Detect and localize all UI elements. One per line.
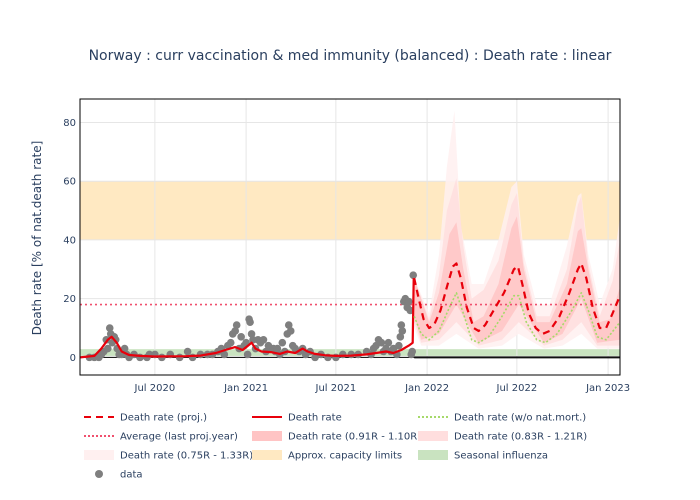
data-point bbox=[404, 297, 413, 306]
y-tick-label: 40 bbox=[63, 235, 76, 246]
death-rate-line bbox=[80, 278, 415, 359]
x-tick-label: Jan 2022 bbox=[404, 383, 449, 394]
legend-item: Seasonal influenza bbox=[418, 450, 548, 462]
y-axis-label: Death rate [% of nat.death rate] bbox=[30, 141, 44, 336]
data-point bbox=[278, 338, 287, 347]
legend-label: Death rate (0.75R - 1.33R) bbox=[120, 451, 253, 462]
data-point bbox=[398, 327, 407, 335]
x-tick-label: Jul 2022 bbox=[496, 383, 538, 394]
plot-clip-group bbox=[80, 99, 620, 375]
legend-item: Death rate (proj.) bbox=[84, 413, 207, 424]
legend-item: Approx. capacity limits bbox=[252, 450, 402, 462]
data-point bbox=[384, 338, 393, 347]
x-tick-label: Jan 2023 bbox=[585, 383, 630, 394]
data-point bbox=[120, 344, 129, 353]
death-rate-proj-line bbox=[413, 262, 620, 335]
x-tick-label: Jul 2020 bbox=[134, 383, 176, 394]
data-point bbox=[243, 350, 252, 359]
data-point bbox=[259, 335, 268, 344]
data-point bbox=[311, 353, 319, 362]
legend-item: Death rate (0.75R - 1.33R) bbox=[84, 450, 253, 462]
data-point bbox=[273, 344, 282, 353]
data-point bbox=[237, 333, 245, 341]
x-tick-label: Jan 2021 bbox=[223, 383, 268, 394]
band-091-110 bbox=[414, 216, 620, 343]
data-point bbox=[102, 335, 111, 344]
legend-label: Death rate (0.83R - 1.21R) bbox=[454, 432, 587, 443]
data-point bbox=[246, 318, 254, 326]
data-point bbox=[286, 327, 295, 335]
death-rate-wo-natmort-line bbox=[413, 292, 620, 344]
legend-item: Death rate (0.83R - 1.21R) bbox=[418, 431, 587, 443]
data-point bbox=[226, 338, 235, 347]
data-point bbox=[408, 347, 417, 356]
data-point bbox=[231, 327, 240, 335]
data-point bbox=[339, 350, 347, 359]
legend-swatch bbox=[84, 450, 114, 460]
data-point bbox=[377, 338, 386, 347]
chart-title: Norway : curr vaccination & med immunity… bbox=[89, 48, 612, 64]
y-tick-label: 80 bbox=[63, 118, 76, 129]
data-point bbox=[220, 350, 229, 359]
legend-label: Approx. capacity limits bbox=[288, 451, 402, 462]
data-point bbox=[396, 333, 405, 341]
data-point bbox=[395, 341, 403, 350]
data-point bbox=[284, 321, 293, 329]
legend-label: Death rate (proj.) bbox=[120, 413, 207, 424]
band-capacity-limits bbox=[80, 181, 620, 240]
legend-label: Average (last proj.year) bbox=[120, 432, 238, 443]
plot-area: 0 20 40 60 80 Jul 2020 Jan 2021 Jul 2021 Jan 202… bbox=[63, 98, 630, 394]
legend-label: Death rate (w/o nat.mort.) bbox=[454, 413, 586, 424]
legend-item: data bbox=[95, 470, 143, 481]
legend-label: Death rate bbox=[288, 413, 342, 424]
legend-item: Death rate (w/o nat.mort.) bbox=[418, 413, 586, 424]
data-point bbox=[409, 271, 418, 279]
legend: Death rate (proj.) Death rate Death rate (… bbox=[84, 413, 587, 481]
legend-swatch bbox=[418, 431, 448, 441]
legend-item: Death rate bbox=[252, 413, 342, 424]
y-tick-label: 0 bbox=[70, 353, 76, 364]
y-tick-label: 60 bbox=[63, 177, 76, 188]
legend-label: data bbox=[120, 470, 143, 481]
x-tick-label: Jul 2021 bbox=[315, 383, 357, 394]
data-point bbox=[103, 344, 112, 353]
legend-item: Death rate (0.91R - 1.10R) bbox=[252, 431, 421, 443]
data-point bbox=[105, 324, 114, 332]
legend-item: Average (last proj.year) bbox=[84, 432, 238, 443]
legend-swatch bbox=[418, 450, 448, 460]
legend-swatch bbox=[95, 470, 103, 478]
legend-swatch bbox=[252, 431, 282, 441]
data-point bbox=[183, 347, 192, 356]
y-tick-label: 20 bbox=[63, 294, 76, 305]
legend-swatch bbox=[252, 450, 282, 460]
data-point bbox=[232, 321, 241, 329]
plot-frame bbox=[79, 98, 621, 376]
legend-label: Death rate (0.91R - 1.10R) bbox=[288, 432, 421, 443]
legend-label: Seasonal influenza bbox=[454, 451, 548, 462]
data-point bbox=[247, 330, 256, 338]
data-point bbox=[397, 321, 406, 329]
